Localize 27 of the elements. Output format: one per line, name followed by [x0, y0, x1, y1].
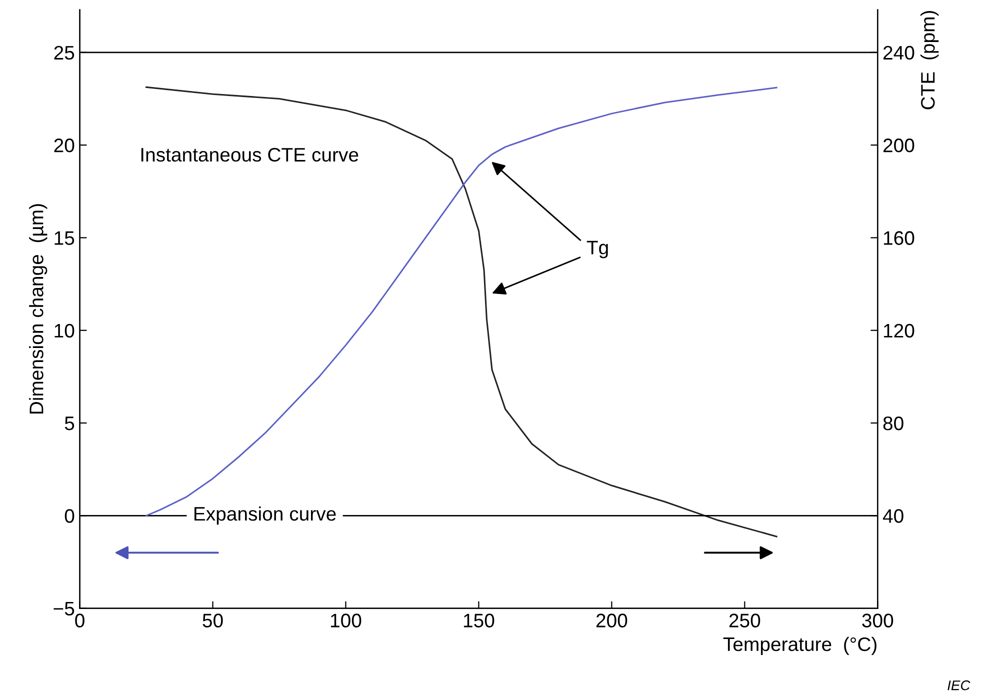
x-tick-label: 250 — [729, 614, 760, 628]
y2-tick-label: 40 — [882, 509, 904, 523]
x-tick-label: 150 — [464, 614, 494, 628]
y-tick-label: 20 — [54, 138, 74, 152]
annotation: Instantaneous CTE curve — [141, 148, 358, 162]
y-tick-label: 5 — [64, 416, 74, 430]
y-tick-label: −5 — [54, 602, 74, 616]
y2-tick-label: 120 — [884, 324, 914, 338]
text: IEC — [948, 680, 970, 690]
y2-tick-label: 80 — [883, 416, 904, 430]
x-axis-title: Temperature (°C) — [723, 636, 876, 655]
y-tick-label: 10 — [54, 324, 74, 338]
y2-tick-label: 160 — [884, 231, 914, 245]
x-tick-label: 200 — [596, 614, 628, 628]
y2-tick-label: 240 — [883, 46, 914, 60]
y2-tick-label: 200 — [883, 138, 914, 152]
y-tick-label: 0 — [64, 509, 74, 523]
x-tick-label: 0 — [75, 614, 84, 628]
y-tick-label: 15 — [54, 231, 74, 245]
x-tick-label: 50 — [202, 614, 223, 628]
x-tick-label: 300 — [862, 614, 894, 628]
x-tick-label: 100 — [331, 614, 362, 628]
annotation: Expansion curve — [194, 506, 336, 525]
y-tick-label: 25 — [54, 46, 74, 60]
y-axis-title: Dimension change (µm) — [29, 204, 48, 414]
y2-axis-title: CTE (ppm) — [920, 11, 939, 110]
annotation: Tg — [586, 240, 608, 258]
